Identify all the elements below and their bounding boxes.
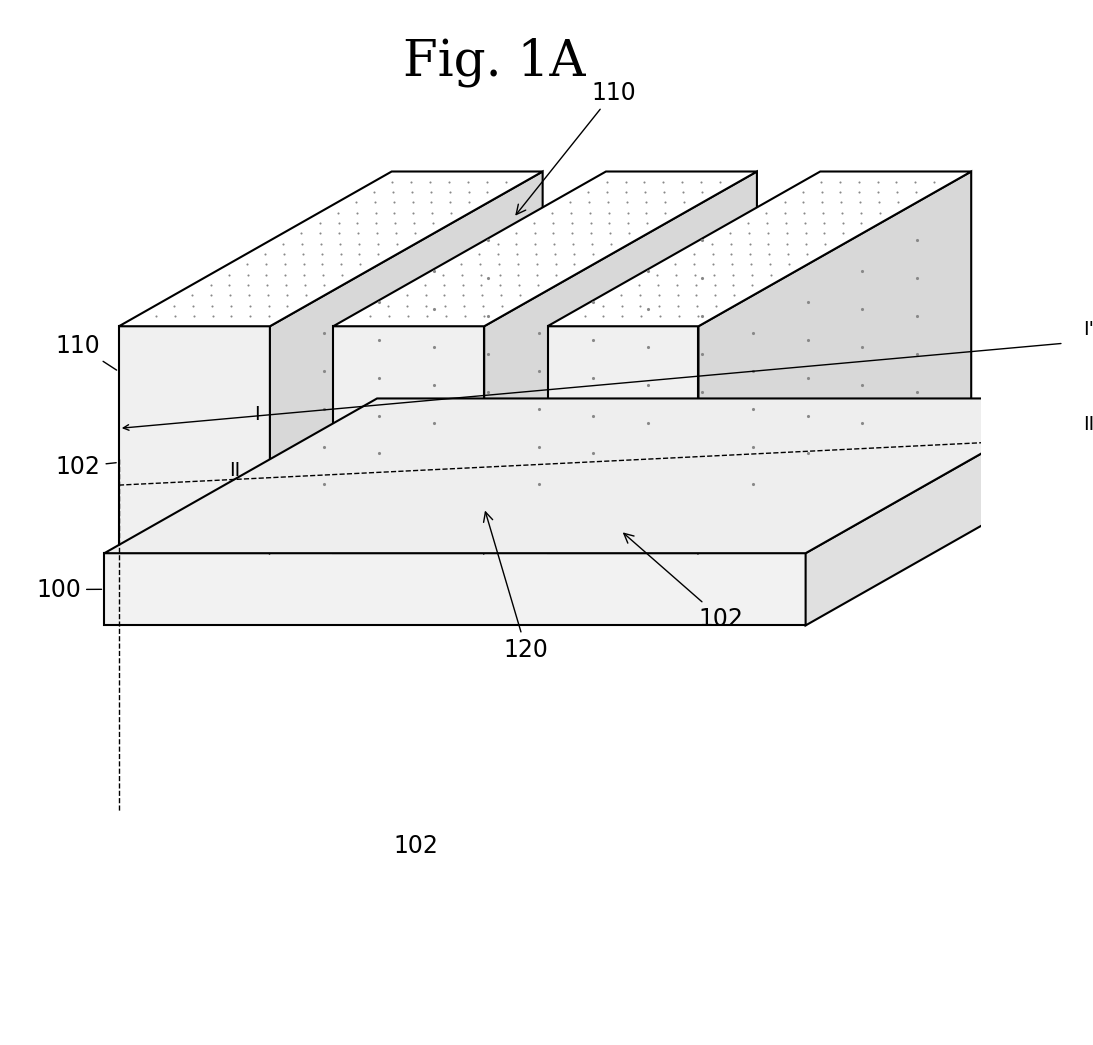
Text: II: II [230,461,240,481]
Text: 102: 102 [56,455,116,479]
Text: I: I [255,404,260,423]
Polygon shape [270,172,542,554]
Text: 102: 102 [393,834,438,858]
Text: II': II' [1083,415,1093,434]
Polygon shape [104,554,806,626]
Text: 120: 120 [483,512,549,661]
Polygon shape [548,327,698,554]
Polygon shape [806,399,1078,626]
Text: 110: 110 [516,80,636,215]
Polygon shape [119,327,270,554]
Polygon shape [484,172,756,554]
Text: I': I' [1083,320,1093,339]
Polygon shape [104,399,1078,554]
Polygon shape [698,172,971,554]
Polygon shape [333,172,756,327]
Polygon shape [333,327,484,554]
Text: 110: 110 [56,333,117,370]
Text: 100: 100 [36,578,102,602]
Text: Fig. 1A: Fig. 1A [402,38,585,88]
Polygon shape [119,172,542,327]
Text: 102: 102 [623,534,743,630]
Polygon shape [548,172,971,327]
